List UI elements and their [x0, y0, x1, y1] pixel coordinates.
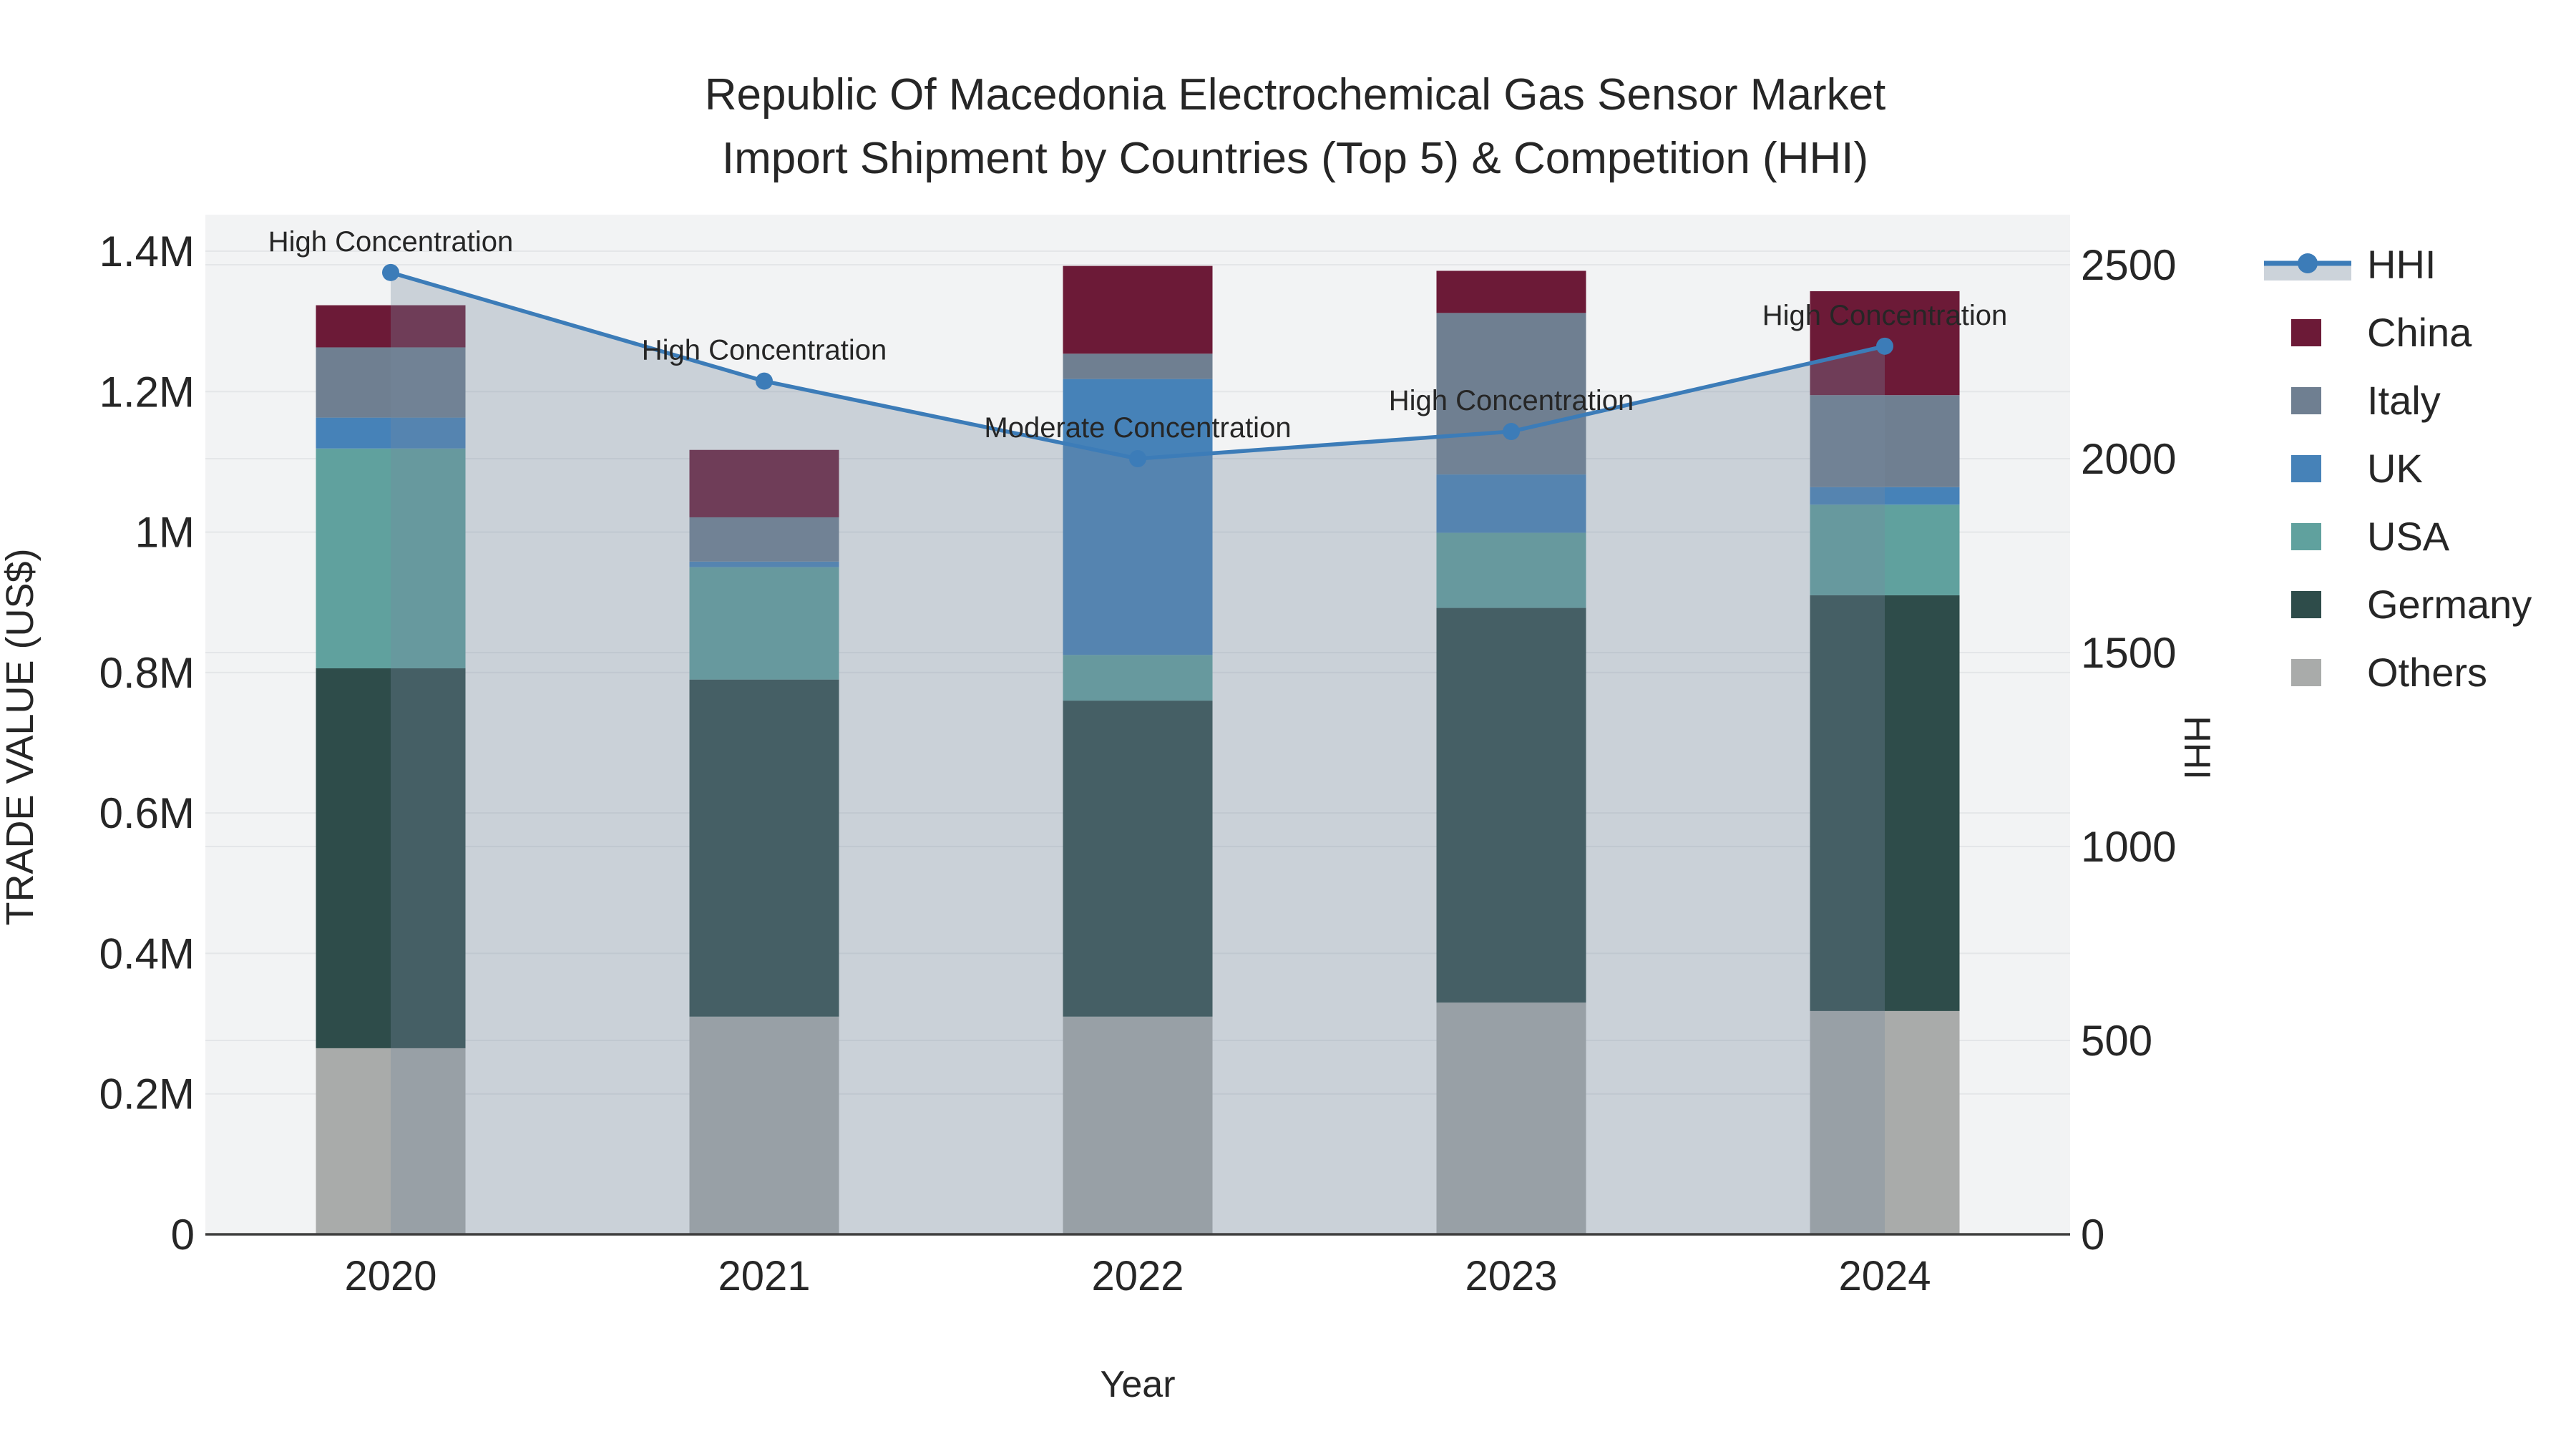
bar-segment-italy-2023[interactable] — [1436, 313, 1586, 475]
bar-segment-china-2020[interactable] — [316, 305, 466, 348]
y-right-tick-label: 1000 — [2081, 823, 2176, 871]
bar-segment-italy-2024[interactable] — [1810, 395, 1960, 487]
chart-title-line2: Import Shipment by Countries (Top 5) & C… — [721, 134, 1869, 183]
annotation-2020: High Concentration — [268, 226, 513, 258]
annotation-2024: High Concentration — [1762, 300, 2007, 331]
bar-segment-germany-2020[interactable] — [316, 668, 466, 1048]
y-left-tick-label: 0.6M — [99, 789, 195, 837]
hhi-marker-2022[interactable] — [1129, 450, 1146, 467]
uk-swatch-icon — [2291, 454, 2321, 482]
bar-segment-usa-2021[interactable] — [689, 567, 839, 680]
bar-segment-others-2021[interactable] — [689, 1016, 839, 1234]
legend-label: China — [2367, 310, 2472, 355]
bar-segment-usa-2023[interactable] — [1436, 532, 1586, 608]
y-right-tick-label: 0 — [2081, 1211, 2104, 1259]
y-left-tick-label: 1.2M — [99, 368, 195, 416]
legend-label: Italy — [2367, 378, 2441, 423]
legend-item-china[interactable]: China — [2261, 298, 2532, 366]
bar-segment-others-2020[interactable] — [316, 1048, 466, 1234]
bar-segment-italy-2020[interactable] — [316, 347, 466, 418]
hhi-area-fill — [391, 272, 1885, 1235]
y-left-tick-label: 0.2M — [99, 1070, 195, 1118]
y-right-axis-title: HHI — [2176, 716, 2218, 780]
bar-segment-germany-2021[interactable] — [689, 679, 839, 1017]
y-right-tick-label: 2500 — [2081, 241, 2176, 289]
bar-segment-uk-2023[interactable] — [1436, 474, 1586, 533]
hhi-marker-2024[interactable] — [1876, 337, 1893, 355]
legend: HHI China Italy UK USA Germany Others — [2261, 230, 2532, 706]
x-tick-label-2020: 2020 — [344, 1253, 436, 1299]
bar-segment-china-2023[interactable] — [1436, 270, 1586, 313]
y-right-tick-label: 2000 — [2081, 435, 2176, 483]
bar-segment-usa-2024[interactable] — [1810, 504, 1960, 595]
annotation-2021: High Concentration — [642, 335, 887, 366]
bar-segment-usa-2022[interactable] — [1063, 655, 1213, 701]
legend-label: USA — [2367, 514, 2450, 559]
x-axis-title: Year — [1100, 1364, 1175, 1405]
bar-segment-china-2022[interactable] — [1063, 265, 1213, 354]
annotation-2023: High Concentration — [1389, 385, 1634, 416]
bar-segment-others-2024[interactable] — [1810, 1010, 1960, 1234]
bar-segment-uk-2024[interactable] — [1810, 487, 1960, 505]
x-tick-label-2021: 2021 — [718, 1253, 810, 1299]
others-swatch-icon — [2291, 658, 2321, 686]
legend-item-hhi[interactable]: HHI — [2261, 230, 2532, 298]
y-left-tick-label: 0.8M — [99, 649, 195, 697]
y-right-tick-label: 500 — [2081, 1017, 2152, 1065]
legend-label: Others — [2367, 650, 2488, 695]
hhi-line-icon — [2261, 243, 2354, 286]
bar-segment-china-2021[interactable] — [689, 449, 839, 517]
legend-label: HHI — [2367, 242, 2436, 287]
annotation-2022: Moderate Concentration — [984, 412, 1291, 444]
bar-segment-germany-2023[interactable] — [1436, 608, 1586, 1003]
bar-segment-germany-2022[interactable] — [1063, 701, 1213, 1017]
x-tick-label-2024: 2024 — [1838, 1253, 1931, 1299]
hhi-marker-2020[interactable] — [382, 263, 399, 281]
legend-item-italy[interactable]: Italy — [2261, 366, 2532, 434]
chart-title-line1: Republic Of Macedonia Electrochemical Ga… — [704, 70, 1886, 119]
bar-segment-uk-2022[interactable] — [1063, 379, 1213, 655]
y-left-axis-title: TRADE VALUE (US$) — [0, 548, 42, 925]
hhi-marker-2021[interactable] — [756, 372, 773, 390]
legend-label: Germany — [2367, 582, 2532, 627]
bar-segment-italy-2021[interactable] — [689, 517, 839, 562]
y-left-tick-label: 0 — [171, 1211, 195, 1259]
legend-item-others[interactable]: Others — [2261, 638, 2532, 706]
china-swatch-icon — [2291, 318, 2321, 346]
hhi-marker-2023[interactable] — [1503, 423, 1520, 441]
italy-swatch-icon — [2291, 386, 2321, 414]
chart-title: Republic Of Macedonia Electrochemical Ga… — [501, 63, 2089, 190]
bar-segment-uk-2021[interactable] — [689, 561, 839, 567]
bar-segment-uk-2020[interactable] — [316, 417, 466, 449]
legend-item-usa[interactable]: USA — [2261, 502, 2532, 570]
x-tick-label-2023: 2023 — [1465, 1253, 1557, 1299]
bar-segment-usa-2020[interactable] — [316, 448, 466, 668]
legend-item-uk[interactable]: UK — [2261, 434, 2532, 502]
y-left-tick-label: 1.4M — [99, 228, 195, 275]
legend-label: UK — [2367, 446, 2423, 491]
usa-swatch-icon — [2291, 522, 2321, 550]
bar-segment-germany-2024[interactable] — [1810, 595, 1960, 1011]
bar-segment-others-2023[interactable] — [1436, 1002, 1586, 1234]
y-left-tick-label: 1M — [135, 509, 195, 557]
bar-segment-others-2022[interactable] — [1063, 1016, 1213, 1234]
x-tick-label-2022: 2022 — [1091, 1253, 1184, 1299]
y-right-tick-label: 1500 — [2081, 629, 2176, 677]
germany-swatch-icon — [2291, 590, 2321, 618]
legend-item-germany[interactable]: Germany — [2261, 570, 2532, 638]
y-left-tick-label: 0.4M — [99, 930, 195, 977]
bar-segment-italy-2022[interactable] — [1063, 353, 1213, 379]
